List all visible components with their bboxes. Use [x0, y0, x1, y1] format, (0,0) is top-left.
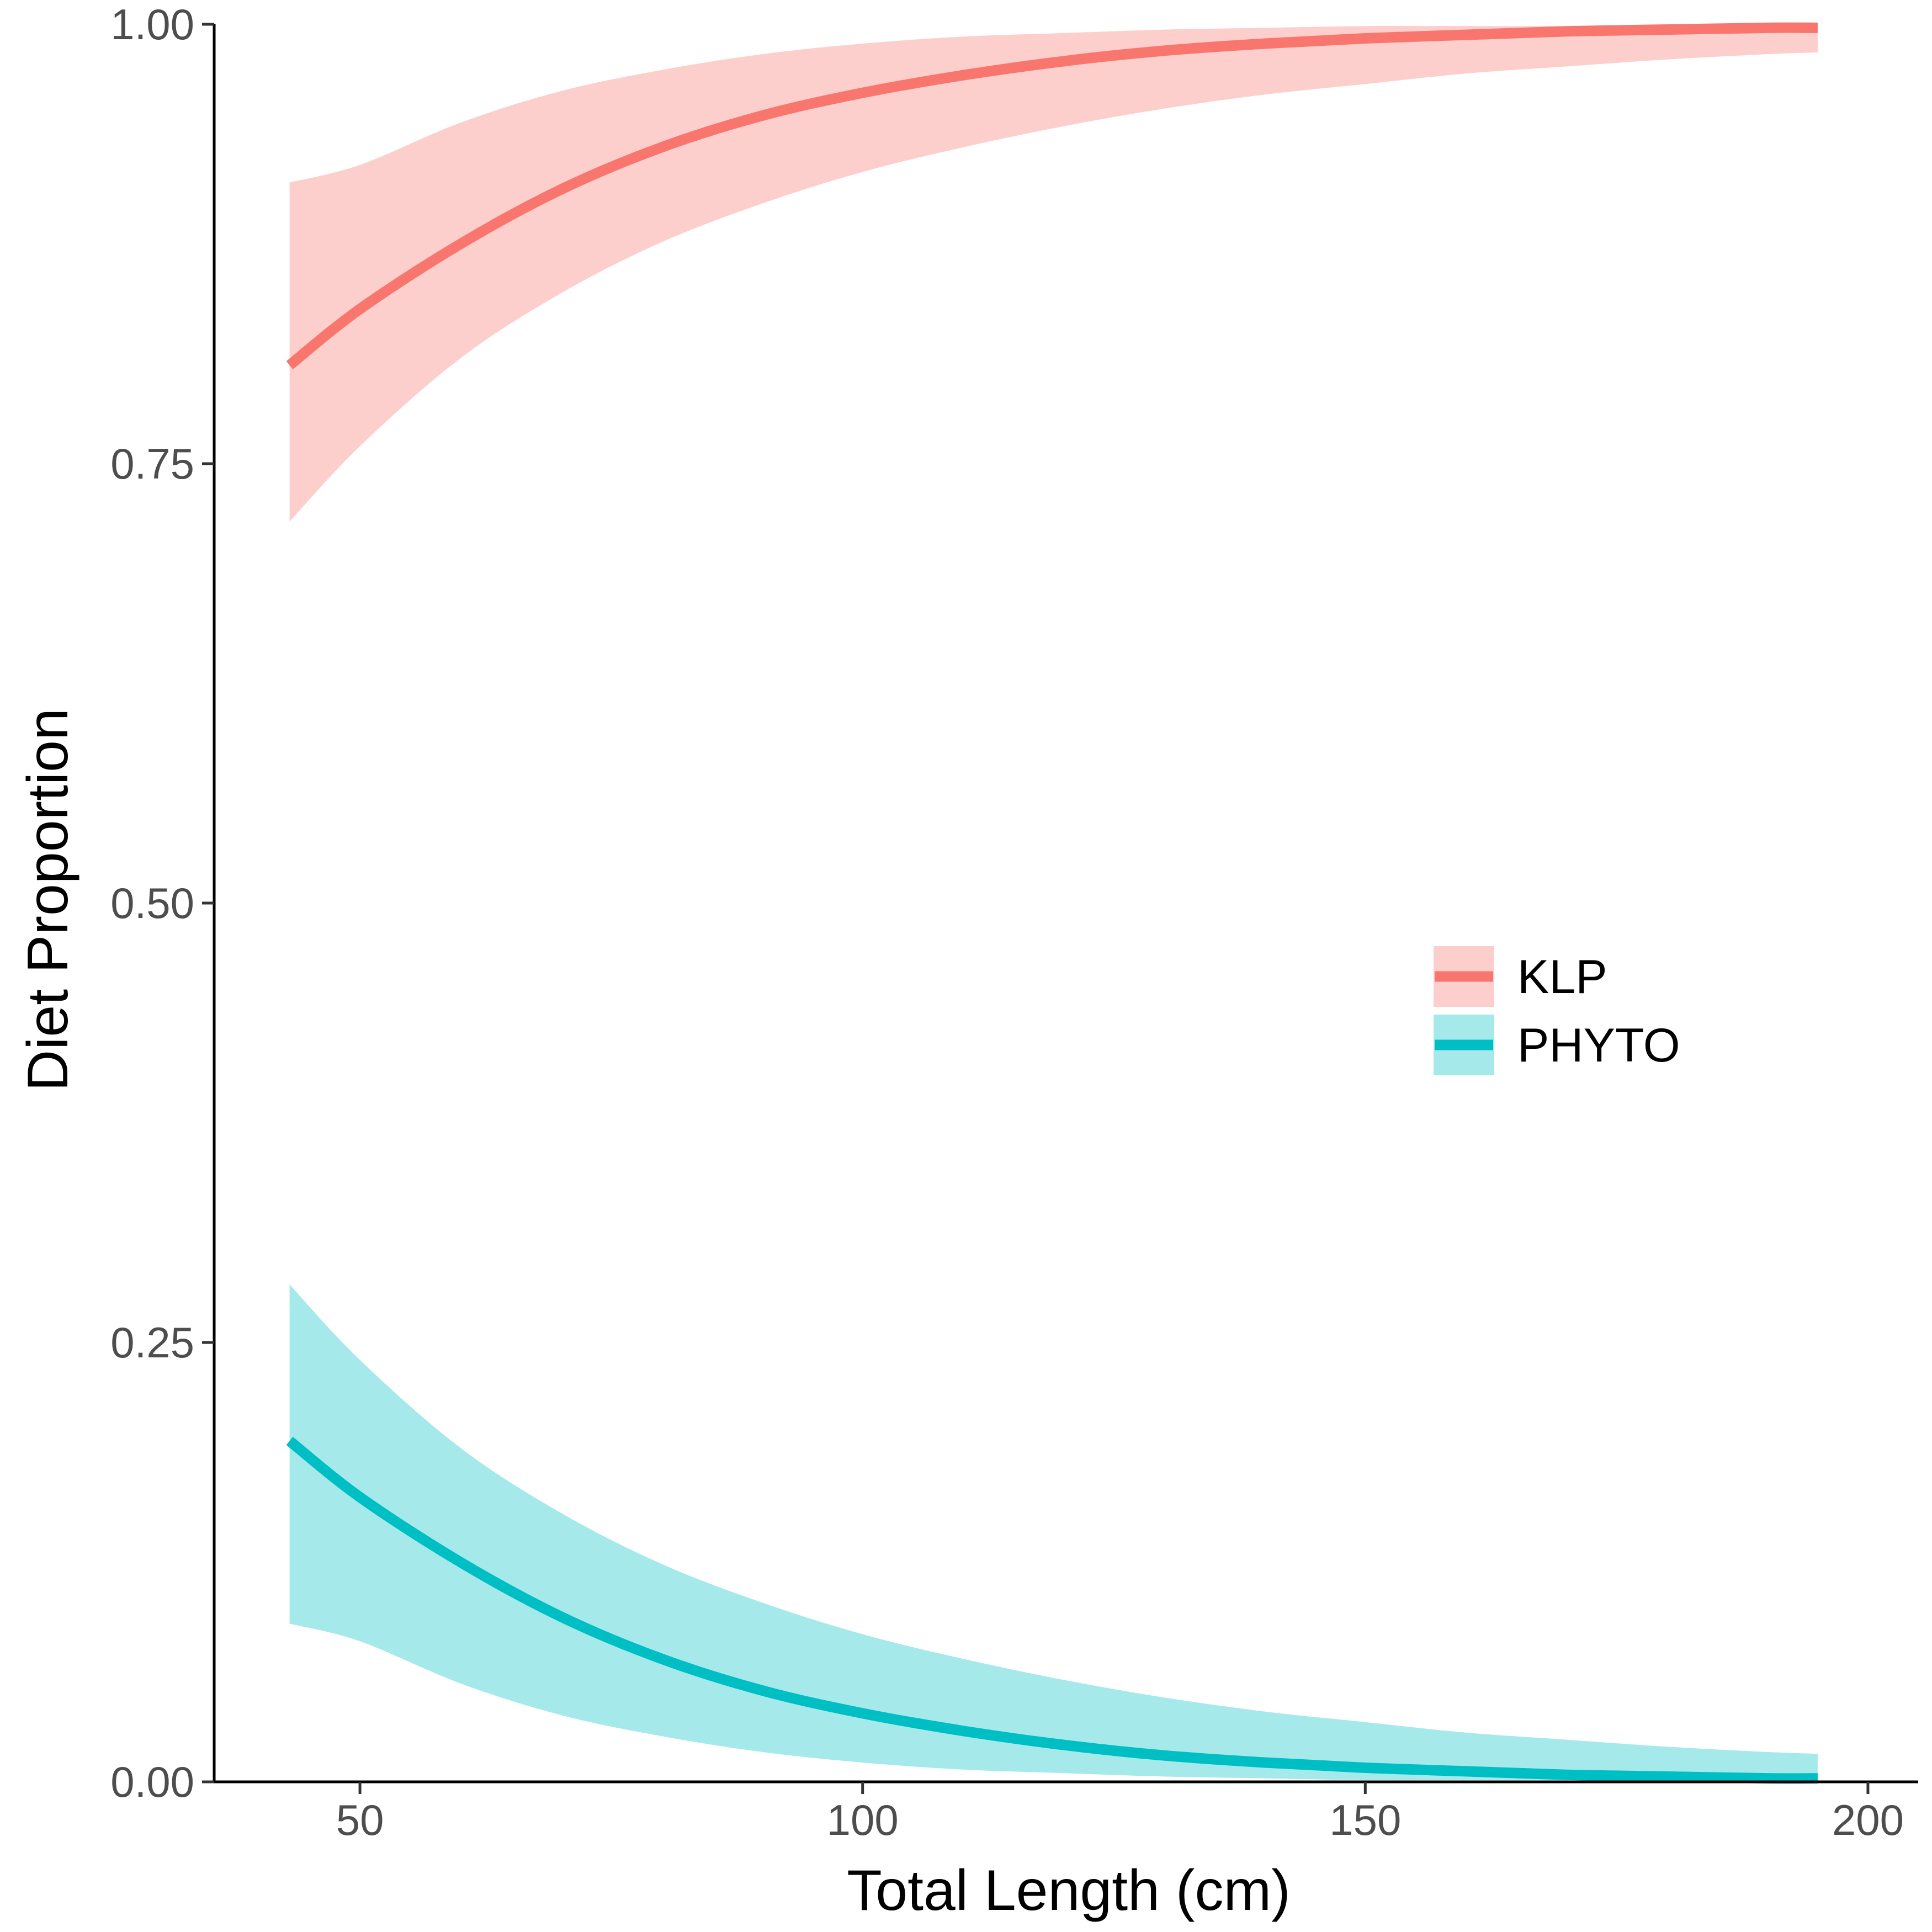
y-axis-title: Diet Proportion	[16, 708, 80, 1091]
band-phyto	[289, 1284, 1818, 1782]
y-tick-label: 0.50	[110, 879, 194, 927]
legend-label-klp: KLP	[1517, 951, 1607, 1004]
y-tick-label: 0.25	[110, 1318, 194, 1367]
confidence-bands	[289, 24, 1818, 1782]
band-klp	[289, 24, 1818, 522]
line-phyto	[286, 1436, 1818, 1784]
y-axis-ticks: 0.00 0.25 0.50 0.75 1.00	[110, 0, 214, 1806]
x-tick-label: 200	[1832, 1796, 1904, 1844]
y-tick-label: 0.75	[110, 439, 194, 488]
legend-label-phyto: PHYTO	[1517, 1019, 1680, 1072]
x-tick-label: 150	[1329, 1796, 1401, 1844]
y-tick-label: 1.00	[110, 0, 194, 49]
y-tick-label: 0.00	[110, 1758, 194, 1806]
x-tick-label: 50	[336, 1796, 384, 1844]
x-axis-title: Total Length (cm)	[847, 1859, 1290, 1923]
series-lines	[286, 22, 1818, 1784]
x-tick-label: 100	[827, 1796, 899, 1844]
line-klp	[286, 22, 1818, 370]
x-axis-ticks: 50 100 150 200	[336, 1782, 1904, 1844]
legend: KLP PHYTO	[1434, 946, 1680, 1075]
